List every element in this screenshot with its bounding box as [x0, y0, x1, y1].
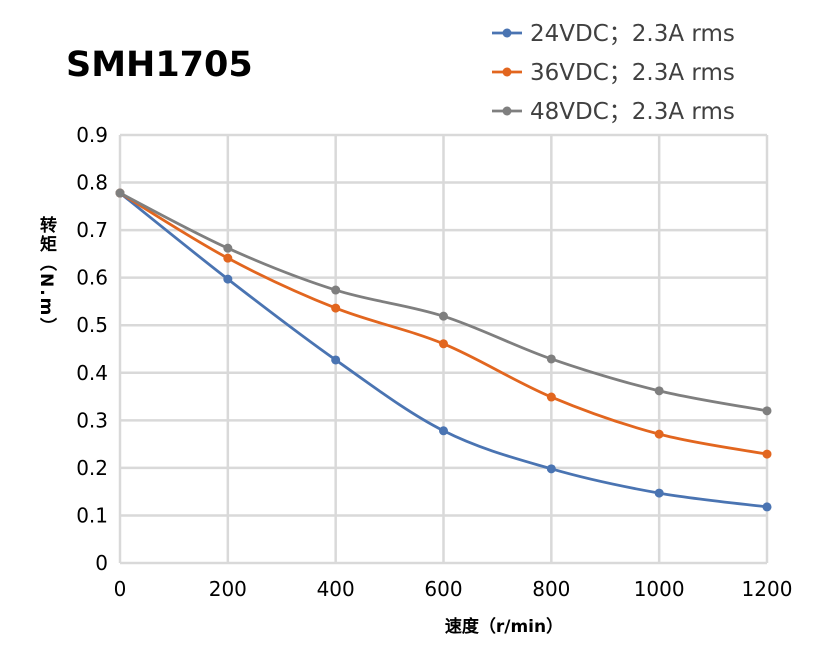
- data-point: [546, 464, 556, 474]
- data-point: [439, 426, 448, 436]
- data-point: [654, 386, 664, 396]
- data-point: [546, 392, 556, 402]
- legend-marker: [502, 67, 512, 77]
- series-group: [115, 188, 772, 512]
- x-tick-label: 200: [209, 577, 247, 601]
- y-tick-label: 0.1: [76, 503, 108, 527]
- x-tick-label: 400: [317, 577, 355, 601]
- x-tick-label: 600: [424, 577, 462, 601]
- y-tick-label: 0.5: [76, 313, 108, 337]
- y-tick-label: 0.4: [76, 361, 108, 385]
- x-tick-label: 1200: [742, 577, 793, 601]
- legend-label: 36VDC；2.3A rms: [530, 60, 735, 86]
- data-point: [223, 253, 233, 263]
- y-tick-label: 0.9: [76, 123, 108, 147]
- x-tick-label: 0: [114, 577, 127, 601]
- data-point: [331, 355, 341, 365]
- data-point: [762, 449, 772, 459]
- y-tick-label: 0.3: [76, 408, 108, 432]
- data-point: [654, 429, 664, 439]
- data-point: [223, 243, 233, 253]
- axes: 0 0.1 0.2 0.3 0.4 0.5 0.6 0.7 0.8 0.9 0 200 400 600 80…: [76, 123, 792, 601]
- grid: [118, 133, 769, 565]
- x-tick-label: 800: [532, 577, 570, 601]
- data-point: [331, 303, 341, 313]
- legend-marker: [502, 106, 512, 116]
- x-axis-label: 速度（r/min）: [445, 616, 563, 637]
- y-tick-label: 0: [95, 551, 108, 575]
- data-point: [546, 354, 556, 364]
- x-tick-label: 1000: [634, 577, 685, 601]
- chart-title: SMH1705: [66, 45, 253, 85]
- data-point: [439, 339, 448, 349]
- legend-marker: [502, 28, 512, 38]
- y-tick-label: 0.7: [76, 218, 108, 242]
- data-point: [331, 285, 341, 295]
- data-point: [762, 502, 772, 512]
- data-point: [654, 488, 664, 498]
- data-point: [223, 274, 233, 284]
- data-point: [439, 311, 448, 321]
- legend-label: 24VDC；2.3A rms: [530, 21, 735, 47]
- data-point: [115, 188, 125, 198]
- legend: 24VDC；2.3A rms 36VDC；2.3A rms 48VDC；2.3A r…: [492, 21, 735, 125]
- legend-label: 48VDC；2.3A rms: [530, 99, 735, 125]
- y-tick-label: 0.2: [76, 456, 108, 480]
- data-point: [762, 406, 772, 416]
- y-tick-label: 0.8: [76, 171, 108, 195]
- y-tick-label: 0.6: [76, 266, 108, 290]
- y-axis-label: 转矩（N.m）: [36, 216, 56, 337]
